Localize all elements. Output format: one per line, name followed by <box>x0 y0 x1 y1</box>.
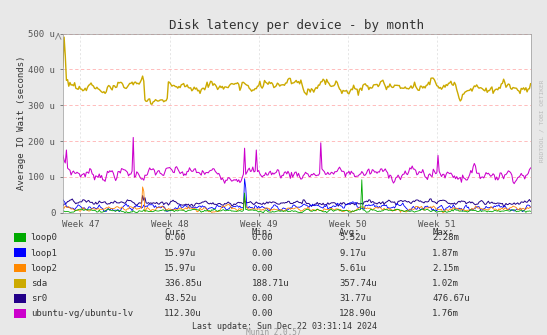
Title: Disk latency per device - by month: Disk latency per device - by month <box>169 19 424 32</box>
Text: 0.00: 0.00 <box>252 233 273 242</box>
Text: Munin 2.0.57: Munin 2.0.57 <box>246 328 301 335</box>
Text: 0.00: 0.00 <box>252 264 273 273</box>
Text: 336.85u: 336.85u <box>164 279 202 288</box>
Text: 0.00: 0.00 <box>252 294 273 303</box>
Bar <box>14 248 26 257</box>
Text: Max:: Max: <box>432 228 453 237</box>
Text: 0.00: 0.00 <box>252 249 273 258</box>
Bar <box>14 294 26 303</box>
Text: loop1: loop1 <box>31 249 57 258</box>
Text: 357.74u: 357.74u <box>339 279 377 288</box>
Text: ubuntu-vg/ubuntu-lv: ubuntu-vg/ubuntu-lv <box>31 310 133 319</box>
Text: 15.97u: 15.97u <box>164 264 196 273</box>
Text: 9.17u: 9.17u <box>339 249 366 258</box>
Text: 128.90u: 128.90u <box>339 310 377 319</box>
Text: loop0: loop0 <box>31 233 57 242</box>
Text: loop2: loop2 <box>31 264 57 273</box>
Text: RRDTOOL / TOBI OETIKER: RRDTOOL / TOBI OETIKER <box>539 79 544 162</box>
Text: 5.52u: 5.52u <box>339 233 366 242</box>
Text: Avg:: Avg: <box>339 228 360 237</box>
Text: 112.30u: 112.30u <box>164 310 202 319</box>
Text: 2.15m: 2.15m <box>432 264 459 273</box>
Text: sr0: sr0 <box>31 294 46 303</box>
Text: Min:: Min: <box>252 228 273 237</box>
Text: 5.61u: 5.61u <box>339 264 366 273</box>
Bar <box>14 279 26 288</box>
Text: 1.87m: 1.87m <box>432 249 459 258</box>
Bar <box>14 233 26 242</box>
Y-axis label: Average IO Wait (seconds): Average IO Wait (seconds) <box>16 56 26 190</box>
Text: sda: sda <box>31 279 46 288</box>
Bar <box>14 309 26 318</box>
Text: 1.02m: 1.02m <box>432 279 459 288</box>
Text: 43.52u: 43.52u <box>164 294 196 303</box>
Text: 476.67u: 476.67u <box>432 294 470 303</box>
Text: 31.77u: 31.77u <box>339 294 371 303</box>
Bar <box>14 264 26 272</box>
Text: Last update: Sun Dec 22 03:31:14 2024: Last update: Sun Dec 22 03:31:14 2024 <box>192 322 377 331</box>
Text: 1.76m: 1.76m <box>432 310 459 319</box>
Text: 0.00: 0.00 <box>164 233 185 242</box>
Text: 15.97u: 15.97u <box>164 249 196 258</box>
Text: 0.00: 0.00 <box>252 310 273 319</box>
Text: 188.71u: 188.71u <box>252 279 289 288</box>
Text: 2.28m: 2.28m <box>432 233 459 242</box>
Text: Cur:: Cur: <box>164 228 185 237</box>
